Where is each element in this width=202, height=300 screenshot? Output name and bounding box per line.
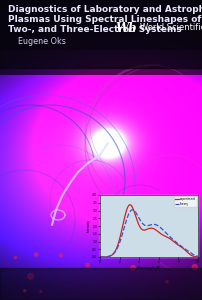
Text: Diagnostics of Laboratory and Astrophysical: Diagnostics of Laboratory and Astrophysi… [8, 5, 202, 14]
Circle shape [28, 273, 33, 279]
Circle shape [85, 263, 89, 266]
Text: World Scientific: World Scientific [139, 23, 202, 32]
Legend: experiment, theory: experiment, theory [173, 196, 196, 207]
Circle shape [191, 265, 196, 270]
Circle shape [59, 254, 62, 257]
Circle shape [103, 223, 105, 225]
X-axis label: Wavelength (Å): Wavelength (Å) [137, 265, 160, 270]
Circle shape [130, 266, 135, 270]
Bar [0, 0, 202, 68]
Text: Wb: Wb [115, 22, 136, 34]
Text: Two-, and Three-Electron Systems: Two-, and Three-Electron Systems [8, 25, 181, 34]
Circle shape [40, 290, 42, 292]
Circle shape [140, 227, 145, 233]
Circle shape [34, 253, 38, 256]
Circle shape [23, 290, 26, 292]
Text: Eugene Oks: Eugene Oks [18, 37, 66, 46]
Bar [0, 268, 202, 300]
Circle shape [165, 280, 167, 283]
Circle shape [14, 256, 17, 259]
Text: Plasmas Using Spectral Lineshapes of One-,: Plasmas Using Spectral Lineshapes of One… [8, 15, 202, 24]
Y-axis label: Intensity: Intensity [86, 220, 90, 232]
Bar [100, 195, 197, 257]
